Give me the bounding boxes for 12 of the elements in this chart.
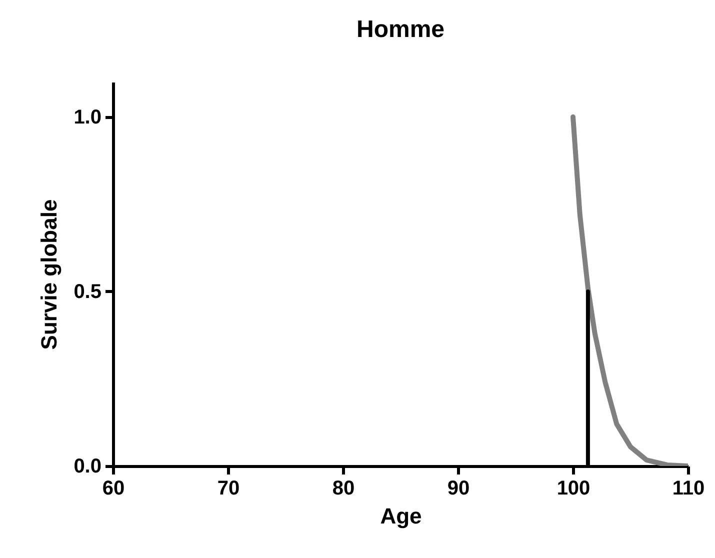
x-tick-label: 60 [102, 478, 125, 500]
x-tick-label: 110 [672, 478, 705, 500]
x-tick-label: 70 [217, 478, 240, 500]
chart-title: Homme [356, 16, 445, 43]
x-tick-label: 100 [556, 478, 590, 500]
y-tick-label: 1.0 [74, 106, 102, 128]
x-tick-label: 80 [332, 478, 355, 500]
x-axis-title: Age [380, 504, 422, 528]
y-axis-title: Survie globale [36, 199, 62, 350]
y-tick-label: 0.0 [74, 456, 102, 478]
x-tick-label: 90 [447, 478, 470, 500]
y-tick-label: 0.5 [74, 280, 102, 303]
